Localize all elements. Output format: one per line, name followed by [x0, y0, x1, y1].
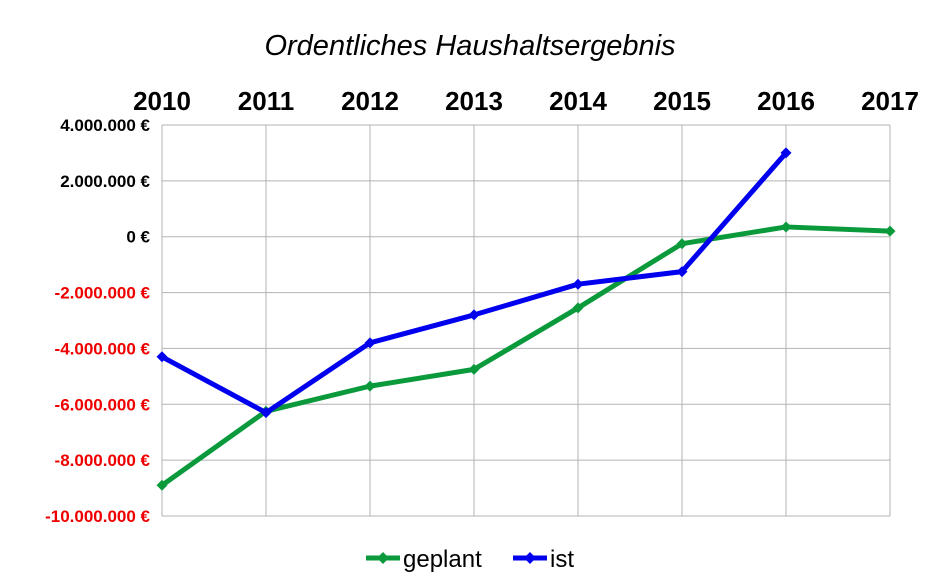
- chart-title: Ordentliches Haushaltsergebnis: [264, 30, 675, 62]
- series-group: [156, 147, 896, 491]
- data-point-ist: [364, 337, 376, 349]
- legend-marker-geplant: [377, 552, 389, 564]
- x-axis-ticks: 2010 2011 2012 2013 2014 2015 2016 2017: [133, 86, 919, 116]
- data-point-geplant: [676, 238, 688, 250]
- x-tick-label: 2015: [653, 86, 711, 116]
- y-axis-ticks: 4.000.000 € 2.000.000 € 0 € -2.000.000 € -4.…: [45, 116, 150, 526]
- legend: geplant ist: [366, 546, 574, 573]
- data-point-geplant: [156, 479, 168, 491]
- data-point-ist: [468, 309, 480, 321]
- x-tick-label: 2012: [341, 86, 399, 116]
- data-point-ist: [260, 407, 272, 419]
- x-tick-label: 2013: [445, 86, 503, 116]
- data-point-geplant: [572, 302, 584, 314]
- x-tick-label: 2014: [549, 86, 607, 116]
- legend-marker-ist: [524, 552, 536, 564]
- legend-label-ist: ist: [550, 546, 574, 573]
- y-tick-label: 4.000.000 €: [60, 116, 150, 135]
- y-tick-label: -6.000.000 €: [55, 395, 151, 414]
- grid: [161, 124, 891, 517]
- y-tick-label: 2.000.000 €: [60, 172, 150, 191]
- x-tick-label: 2016: [757, 86, 815, 116]
- y-tick-label: -8.000.000 €: [55, 451, 151, 470]
- data-point-geplant: [780, 221, 792, 233]
- data-point-ist: [572, 278, 584, 290]
- y-tick-label: -10.000.000 €: [45, 507, 150, 526]
- y-tick-label: 0 €: [126, 228, 150, 247]
- data-point-geplant: [468, 363, 480, 375]
- x-tick-label: 2010: [133, 86, 191, 116]
- y-tick-label: -2.000.000 €: [55, 284, 151, 303]
- x-tick-label: 2011: [238, 86, 294, 116]
- series-line-geplant: [160, 224, 891, 488]
- data-point-ist: [676, 266, 688, 278]
- data-point-ist: [780, 147, 792, 159]
- x-tick-label: 2017: [861, 86, 919, 116]
- y-tick-label: -4.000.000 €: [55, 339, 151, 358]
- data-point-geplant: [884, 225, 896, 237]
- legend-label-geplant: geplant: [403, 546, 482, 573]
- data-point-geplant: [364, 380, 376, 392]
- data-point-ist: [156, 351, 168, 363]
